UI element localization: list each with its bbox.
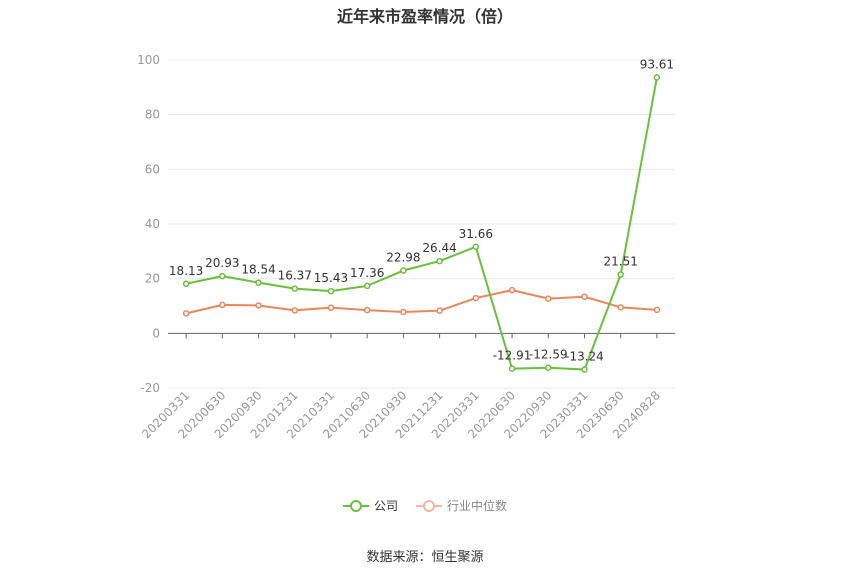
company-data-label: 15.43 (314, 271, 348, 285)
legend-industry-label: 行业中位数 (447, 499, 508, 513)
industry-point (182, 310, 190, 317)
industry-point (508, 286, 516, 294)
y-tick-label: -20 (140, 381, 160, 395)
industry-point (400, 308, 407, 316)
industry-line (185, 289, 657, 315)
company-point (255, 279, 262, 286)
y-tick-label: 40 (145, 217, 160, 231)
company-point (182, 280, 190, 288)
chart-title: 近年来市盈率情况（倍） (336, 7, 513, 26)
company-data-label: 93.61 (640, 57, 674, 71)
company-point (291, 285, 298, 292)
company-point (545, 364, 552, 371)
company-data-label: 18.13 (169, 264, 203, 278)
company-point (581, 366, 588, 373)
series-lines (182, 74, 661, 373)
industry-point (581, 293, 588, 300)
grid-lines (168, 59, 675, 389)
industry-point (653, 306, 661, 314)
company-data-label: 18.54 (241, 263, 275, 277)
y-tick-label: 60 (145, 162, 160, 176)
industry-point (436, 307, 443, 314)
company-point (653, 74, 661, 81)
company-point (400, 267, 407, 274)
company-point (617, 271, 624, 278)
legend-item-industry[interactable]: 行业中位数 (416, 497, 507, 514)
industry-point (219, 301, 226, 309)
company-point (219, 272, 226, 280)
company-data-label: -12.59 (529, 348, 568, 362)
industry-point (291, 307, 298, 314)
axes: -200204060801002020033120200630202009302… (137, 53, 675, 441)
company-data-label: 20.93 (205, 256, 239, 270)
industry-point (327, 304, 335, 311)
legend-company-label: 公司 (373, 499, 398, 513)
y-tick-label: 20 (145, 272, 160, 286)
legend-company-swatch (342, 499, 369, 512)
company-point (436, 257, 443, 265)
y-tick-label: 0 (152, 326, 160, 340)
source-note: 数据来源：恒生聚源 (366, 550, 484, 565)
company-data-label: 17.36 (350, 266, 384, 280)
legend: 公司 行业中位数 (0, 497, 850, 514)
legend-industry-swatch (416, 499, 442, 512)
industry-point (617, 304, 624, 311)
y-tick-label: 100 (137, 53, 160, 67)
company-point (508, 365, 516, 372)
industry-point (545, 295, 552, 302)
company-data-label: 21.51 (603, 255, 637, 269)
company-point (327, 287, 335, 295)
y-tick-label: 80 (145, 108, 160, 122)
company-data-label: 22.98 (386, 251, 420, 265)
industry-point (363, 306, 371, 314)
company-data-label: 26.44 (422, 241, 456, 255)
company-point (363, 282, 371, 290)
industry-point (472, 294, 480, 302)
company-data-label: 16.37 (278, 269, 312, 283)
legend-item-company[interactable]: 公司 (342, 497, 398, 514)
company-data-label: -12.91 (493, 349, 532, 363)
industry-point (255, 302, 262, 309)
company-line (185, 77, 658, 371)
company-point (472, 243, 480, 251)
company-data-label: -13.24 (565, 350, 604, 364)
company-data-label: 31.66 (459, 227, 493, 241)
